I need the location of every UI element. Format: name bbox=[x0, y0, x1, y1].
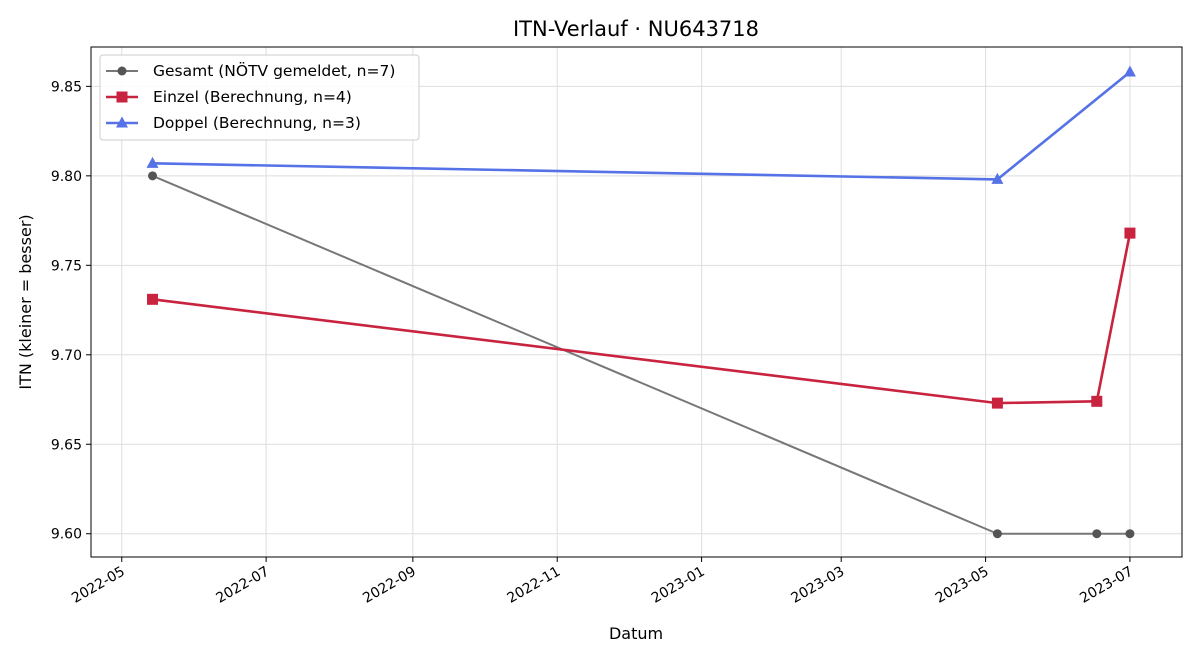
chart-title: ITN-Verlauf · NU643718 bbox=[513, 17, 759, 41]
data-point bbox=[146, 156, 159, 168]
legend: Gesamt (NÖTV gemeldet, n=7) Einzel (Berec… bbox=[99, 54, 420, 141]
series-lines bbox=[152, 71, 1132, 535]
y-tick-label: 9.60 bbox=[51, 527, 82, 543]
y-tick-label: 9.65 bbox=[51, 437, 82, 453]
data-point bbox=[991, 397, 1003, 409]
legend-label: Gesamt (NÖTV gemeldet, n=7) bbox=[153, 61, 395, 80]
series-line-1 bbox=[152, 174, 1130, 535]
y-tick-label: 9.75 bbox=[51, 258, 82, 274]
x-tick-label: 2022-07 bbox=[213, 564, 272, 607]
data-point bbox=[1125, 529, 1135, 539]
x-tick-label: 2023-01 bbox=[649, 564, 708, 607]
y-axis-ticks: 9.60 9.65 9.70 9.75 9.80 9.85 bbox=[51, 79, 91, 543]
y-axis-label: ITN (kleiner = besser) bbox=[16, 214, 35, 389]
series-line-2 bbox=[152, 232, 1132, 405]
plot-frame bbox=[90, 46, 1183, 558]
x-axis-ticks: 2022-05 2022-07 2022-09 2022-11 2023-01 2023-… bbox=[69, 557, 1136, 607]
legend-label: Einzel (Berechnung, n=4) bbox=[153, 88, 352, 106]
legend-marker bbox=[117, 66, 127, 76]
data-point bbox=[1091, 395, 1103, 407]
legend-marker bbox=[116, 116, 128, 128]
legend-box bbox=[99, 54, 420, 141]
x-tick-label: 2022-11 bbox=[505, 564, 564, 607]
y-tick-label: 9.85 bbox=[51, 79, 82, 95]
legend-marker bbox=[116, 91, 128, 103]
legend-label: Doppel (Berechnung, n=3) bbox=[153, 114, 361, 132]
x-tick-label: 2023-05 bbox=[933, 564, 992, 607]
y-tick-label: 9.70 bbox=[51, 348, 82, 364]
data-point bbox=[991, 172, 1004, 184]
data-point bbox=[992, 529, 1002, 539]
x-axis-label: Datum bbox=[609, 624, 663, 643]
x-tick-label: 2023-03 bbox=[789, 564, 848, 607]
x-tick-label: 2022-05 bbox=[69, 564, 128, 607]
x-tick-label: 2023-07 bbox=[1077, 564, 1136, 607]
data-point bbox=[147, 293, 159, 305]
data-point bbox=[1123, 65, 1136, 77]
series-markers bbox=[146, 65, 1136, 539]
data-point bbox=[148, 171, 158, 181]
y-tick-label: 9.80 bbox=[51, 169, 82, 185]
data-point bbox=[1092, 529, 1102, 539]
x-tick-label: 2022-09 bbox=[360, 564, 419, 607]
data-point bbox=[1124, 227, 1136, 239]
